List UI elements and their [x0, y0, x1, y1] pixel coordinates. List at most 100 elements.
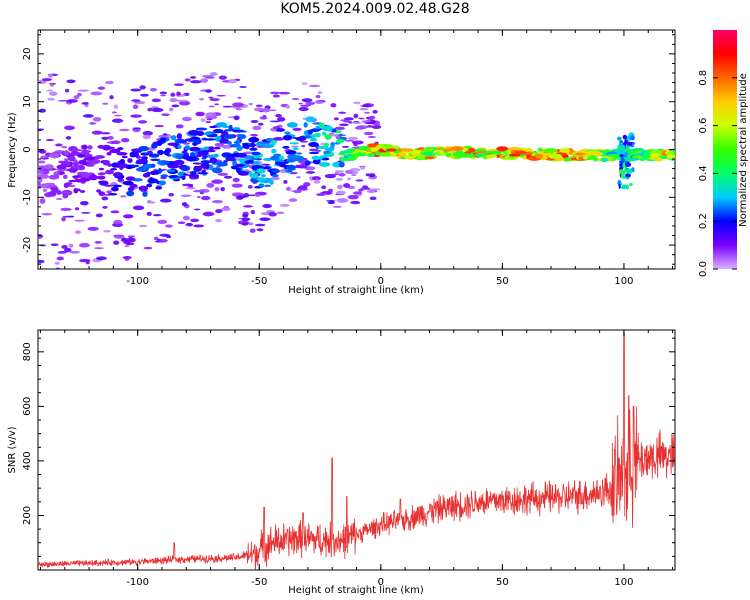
spectrogram-blob — [276, 211, 285, 215]
spectrogram-blob — [215, 218, 222, 223]
spectrogram-blob — [111, 118, 124, 123]
colorbar: 0.0 0.2 0.4 0.6 0.8 Normalized spectral ampl… — [698, 30, 749, 277]
spectrogram-blob — [618, 183, 621, 189]
spectrogram-blob — [292, 147, 299, 151]
spectrogram-blob — [273, 153, 282, 157]
spectrogram-blob — [160, 94, 167, 97]
spectrogram-blob — [279, 203, 291, 207]
spectrogram-blob — [250, 119, 259, 124]
spectrogram-blob — [196, 130, 205, 136]
colorbar-tick-label: 0.4 — [698, 165, 709, 181]
spectrogram-blob — [289, 171, 298, 175]
spectrogram-blob — [274, 161, 282, 165]
spectrogram-blob — [140, 93, 149, 97]
snr-xtick-label: 100 — [614, 577, 633, 588]
spectrogram-blob — [96, 189, 101, 193]
spectrogram-blob — [218, 75, 227, 80]
spectrogram-blob — [232, 127, 241, 131]
spectrogram-blob — [185, 187, 196, 190]
spectrogram-blob — [464, 154, 476, 158]
spectrogram-blob — [619, 169, 624, 174]
spectrogram-blob — [304, 166, 316, 171]
spectrogram-blob — [42, 188, 48, 192]
spectrogram-blob — [48, 174, 60, 180]
spectrogram-blob — [496, 146, 509, 152]
spectrogram-blob — [56, 164, 67, 170]
spectrogram-blob — [48, 73, 54, 78]
spectrogram-blob — [98, 191, 106, 196]
spectrogram-blob — [63, 174, 68, 180]
spectrogram-blob — [259, 217, 271, 222]
spectrogram-blob — [595, 149, 600, 153]
spectrogram-blob — [196, 154, 202, 157]
spectrogram-xtick-label: 100 — [614, 276, 633, 287]
spectrogram-blob — [150, 158, 161, 162]
spectrogram-blob — [261, 107, 271, 113]
snr-xtick-label: 0 — [378, 577, 384, 588]
spectrogram-blob — [247, 184, 253, 189]
spectrogram-blob — [163, 149, 170, 156]
spectrogram-blob — [127, 235, 136, 238]
spectrogram-blob — [78, 242, 90, 248]
spectrogram-blob — [106, 151, 112, 156]
spectrogram-blob — [310, 128, 321, 132]
spectrogram-blob — [311, 155, 322, 161]
spectrogram-blob — [231, 165, 238, 170]
spectrogram-blob — [369, 196, 377, 201]
spectrogram-blob — [98, 180, 109, 184]
spectrogram-blob — [113, 240, 120, 245]
spectrogram-blob — [263, 143, 275, 148]
spectrogram-blob — [105, 146, 116, 149]
spectrogram-blob — [296, 188, 309, 191]
spectrogram-blob — [91, 130, 103, 135]
spectrogram-blob — [346, 148, 355, 153]
spectrogram-blob — [211, 200, 224, 204]
spectrogram-blob — [255, 104, 263, 108]
spectrogram-blob — [66, 168, 78, 172]
spectrogram-blob — [79, 189, 86, 193]
snr-xtick-label: 50 — [496, 577, 509, 588]
spectrogram-blob — [201, 170, 207, 173]
spectrogram-blob — [329, 133, 340, 137]
spectrogram-blob — [627, 151, 632, 155]
spectrogram-blob — [629, 135, 635, 141]
spectrogram-blob — [116, 151, 128, 156]
spectrogram-blob — [347, 194, 359, 200]
spectrogram-blob — [506, 147, 521, 151]
spectrogram-blob — [142, 134, 151, 140]
spectrogram-blob — [50, 186, 59, 192]
spectrogram-blob — [101, 136, 109, 140]
spectrogram-blob — [233, 115, 240, 121]
spectrogram-blob — [136, 158, 146, 164]
spectrogram-blob — [343, 120, 351, 123]
spectrogram-blob — [119, 158, 126, 165]
spectrogram-blob — [97, 172, 106, 176]
spectrogram-blob — [129, 151, 140, 158]
spectrogram-blob — [452, 154, 464, 159]
spectrogram-blob — [45, 139, 55, 142]
spectrogram-blob — [368, 173, 376, 178]
spectrogram-blob — [254, 193, 261, 197]
spectrogram-blob — [399, 148, 414, 152]
spectrogram-blob — [181, 202, 188, 207]
spectrogram-blob — [209, 98, 220, 102]
spectrogram-blob — [194, 208, 201, 211]
spectrogram-blob — [242, 143, 249, 149]
spectrogram-blob — [629, 182, 633, 187]
spectrogram-blob — [213, 153, 219, 158]
spectrogram-blob — [106, 190, 112, 194]
spectrogram-blob — [366, 125, 374, 128]
spectrogram-blob — [358, 117, 365, 120]
spectrogram-blob — [147, 107, 153, 112]
spectrogram-blob — [216, 162, 229, 167]
spectrogram-blob — [92, 116, 102, 122]
spectrogram-blob — [159, 91, 168, 95]
spectrogram-blob — [155, 186, 163, 190]
spectrogram-blob — [56, 256, 64, 261]
spectrogram-blob — [43, 164, 54, 170]
spectrogram-blob — [176, 99, 188, 103]
spectrogram-blob — [282, 134, 293, 141]
spectrogram-xtick-label: 0 — [378, 276, 384, 287]
spectrogram-blob — [351, 174, 357, 177]
spectrogram-blob — [250, 209, 256, 215]
